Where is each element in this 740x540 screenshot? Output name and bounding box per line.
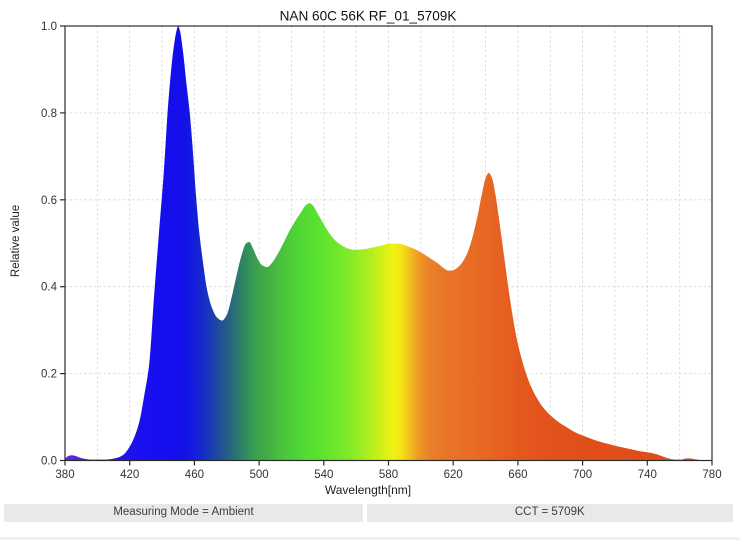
x-axis-title: Wavelength[nm] [325, 483, 411, 497]
measuring-mode-cell: Measuring Mode = Ambient [4, 504, 363, 522]
x-tick-label: 740 [638, 469, 657, 481]
y-tick-label: 0.6 [41, 195, 57, 207]
x-tick-label: 580 [379, 469, 398, 481]
spd-curve [65, 26, 712, 461]
x-tick-label: 500 [250, 469, 269, 481]
cct-cell: CCT = 5709K [366, 504, 733, 522]
x-tick-label: 540 [314, 469, 333, 481]
y-tick-label: 0.4 [41, 282, 58, 294]
y-tick-label: 0.0 [41, 456, 57, 468]
axis-ticks [60, 25, 713, 466]
x-tick-label: 460 [185, 469, 204, 481]
y-tick-label: 0.8 [41, 108, 57, 120]
y-tick-label: 0.2 [41, 369, 57, 381]
cct-text: CCT = 5709K [514, 506, 585, 518]
x-tick-label: 380 [55, 469, 74, 481]
chart-title: NAN 60C 56K RF_01_5709K [280, 9, 457, 24]
y-tick-label: 1.0 [41, 21, 57, 33]
spd-chart: 380 420 460 500 540 580 620 660 700 740 780 0.0 0.2 0… [10, 9, 722, 498]
x-tick-label: 660 [508, 469, 527, 481]
measuring-mode-text: Measuring Mode = Ambient [113, 506, 254, 518]
axis-tick-labels: 380 420 460 500 540 580 620 660 700 740 780 0.0 0.2 0… [41, 21, 722, 481]
x-tick-label: 700 [573, 469, 592, 481]
x-tick-label: 620 [444, 469, 463, 481]
x-tick-label: 420 [120, 469, 139, 481]
status-bar: Measuring Mode = Ambient CCT = 5709K [4, 504, 733, 522]
x-tick-label: 780 [702, 469, 721, 481]
next-row-edge [0, 537, 740, 540]
y-axis-title: Relative value [10, 205, 22, 277]
